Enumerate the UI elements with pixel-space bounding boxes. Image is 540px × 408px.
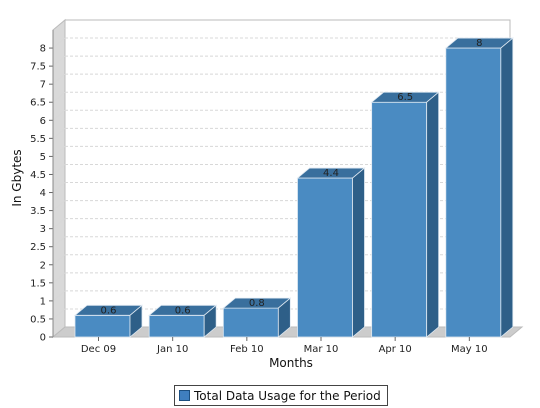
data-label: 6.5: [397, 92, 413, 103]
y-tick-label: 1: [40, 296, 46, 307]
y-tick-label: 4: [40, 188, 46, 199]
bars: [73, 37, 514, 338]
plot-back-wall: [64, 19, 511, 328]
gridline-side: [52, 200, 66, 211]
bar-side-face: [203, 304, 217, 338]
bar-side-face: [129, 304, 143, 338]
bar: [371, 101, 428, 338]
data-label: 0.6: [101, 305, 117, 316]
gridline-side: [52, 290, 66, 302]
data-label: 0.8: [249, 298, 265, 309]
gridline-side: [52, 308, 66, 320]
bar: [297, 177, 353, 338]
bar: [222, 307, 279, 338]
gridline-side: [52, 164, 66, 175]
gridline-side: [52, 127, 66, 139]
gridline-side: [52, 254, 66, 266]
gridline-side: [52, 182, 66, 193]
gridline-side: [52, 146, 66, 157]
bar: [445, 47, 502, 338]
gridline-side: [52, 109, 66, 121]
bar-side-face: [426, 91, 440, 338]
y-tick-label: 3: [40, 224, 46, 235]
x-tick-label: Apr 10: [379, 344, 412, 355]
y-tick-label: 6.5: [30, 98, 46, 109]
left-wall: [52, 18, 66, 339]
data-labels: 0.6 0.6 0.8 4.4 6.5 8: [101, 38, 483, 316]
bar-side-face: [500, 37, 514, 338]
gridline-side: [52, 55, 66, 67]
y-tick-label: 5.5: [30, 134, 46, 145]
bar-chart: 0 0.5 1 1.5 2 2.5 3 3.5 4 4.5 5 5.5 6 6.5 7 7.5 8 Dec 09…: [10, 18, 524, 370]
y-tick-label: 7.5: [30, 62, 46, 73]
y-tick-label: 2: [40, 260, 46, 271]
y-tick-label: 5: [40, 152, 46, 163]
bar-side-face: [352, 167, 365, 338]
gridline-side: [52, 91, 66, 103]
y-tick-label: 4.5: [30, 170, 46, 181]
legend-swatch: [179, 390, 190, 401]
x-tick-label: Jan 10: [156, 344, 188, 355]
y-axis-ticks: 0 0.5 1 1.5 2 2.5 3 3.5 4 4.5 5 5.5 6 6.5 7 7.5 8: [30, 30, 54, 344]
y-tick-label: 3.5: [30, 206, 46, 217]
y-tick-label: 7: [40, 80, 46, 91]
y-tick-label: 1.5: [30, 278, 46, 289]
data-label: 8: [476, 38, 482, 49]
bar: [148, 314, 205, 338]
gridline-side: [52, 37, 66, 49]
y-axis-title: In Gbytes: [10, 149, 24, 206]
bar: [74, 314, 131, 338]
gridline-side: [52, 272, 66, 284]
x-tick-label: Feb 10: [230, 344, 264, 355]
legend: Total Data Usage for the Period: [174, 385, 388, 406]
legend-label: Total Data Usage for the Period: [194, 388, 381, 403]
y-tick-label: 2.5: [30, 242, 46, 253]
bar-side-face: [277, 297, 291, 338]
gridline-side: [52, 218, 66, 230]
x-axis-title: Months: [269, 356, 313, 370]
y-tick-label: 0: [40, 333, 46, 344]
data-label: 0.6: [175, 305, 191, 316]
x-tick-label: Dec 09: [81, 344, 116, 355]
x-axis-ticks: Dec 09 Jan 10 Feb 10 Mar 10 Apr 10 May 10: [81, 337, 488, 355]
gridline-side: [52, 73, 66, 85]
gridline-side: [52, 236, 66, 248]
x-tick-label: May 10: [451, 344, 488, 355]
y-tick-label: 0.5: [30, 314, 46, 325]
y-tick-label: 8: [40, 44, 46, 55]
y-tick-label: 6: [40, 116, 46, 127]
data-label: 4.4: [323, 168, 339, 179]
x-tick-label: Mar 10: [304, 344, 339, 355]
